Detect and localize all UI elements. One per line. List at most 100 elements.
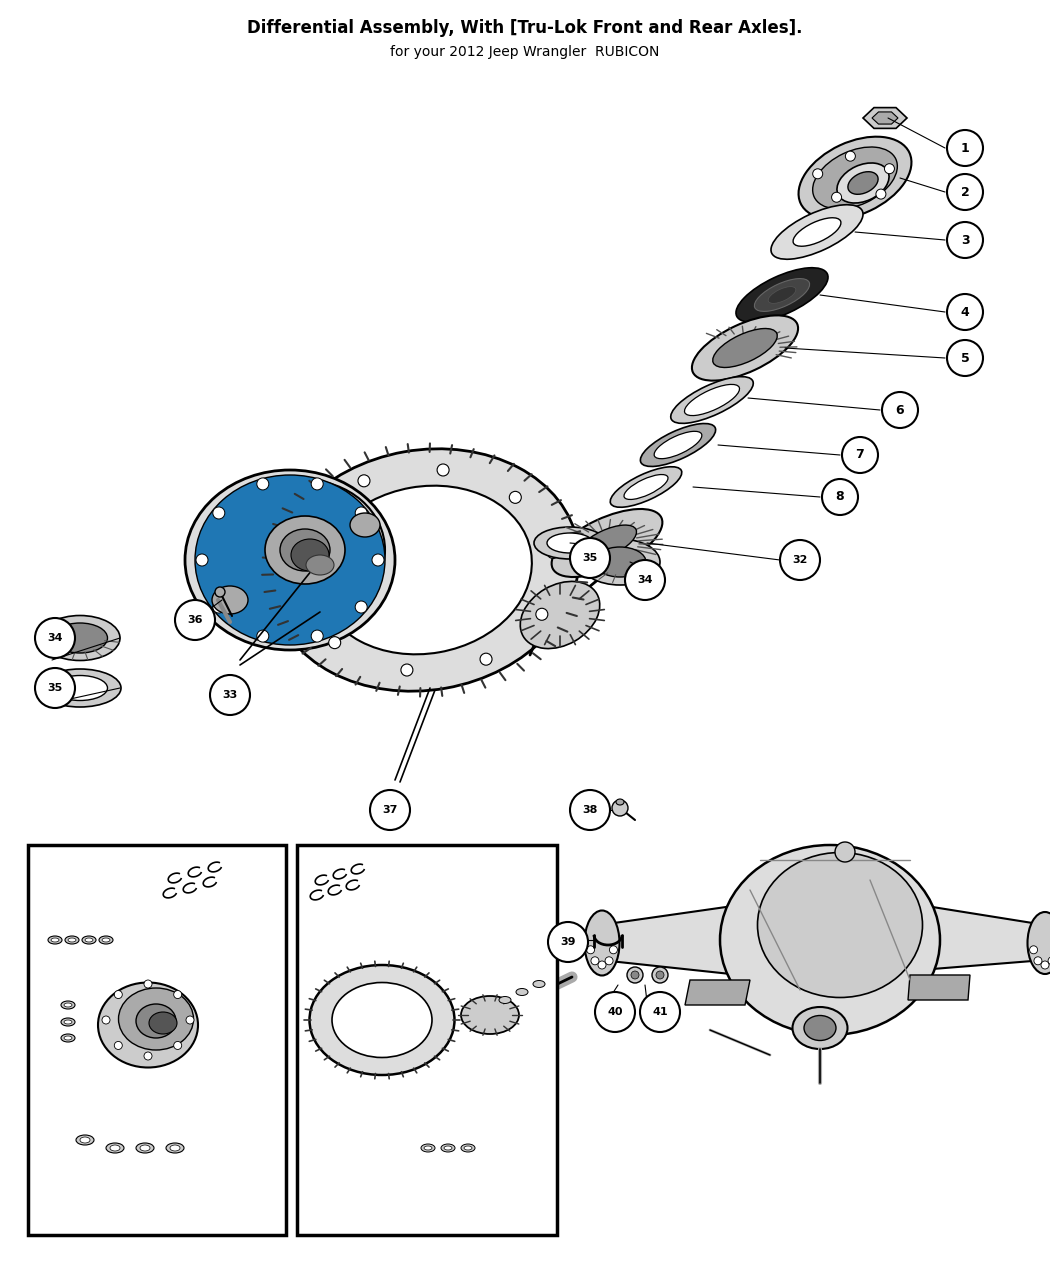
Polygon shape — [872, 112, 898, 124]
Ellipse shape — [40, 616, 120, 660]
Ellipse shape — [671, 376, 753, 423]
Text: 4: 4 — [961, 306, 969, 319]
Circle shape — [570, 790, 610, 830]
Ellipse shape — [813, 147, 898, 209]
Circle shape — [1030, 946, 1037, 954]
Circle shape — [213, 601, 225, 613]
Circle shape — [947, 295, 983, 330]
Ellipse shape — [102, 938, 110, 942]
Ellipse shape — [754, 278, 810, 311]
Ellipse shape — [170, 1145, 180, 1151]
Ellipse shape — [580, 539, 660, 585]
Text: 40: 40 — [607, 1007, 623, 1017]
Ellipse shape — [61, 1017, 75, 1026]
Circle shape — [144, 980, 152, 988]
Circle shape — [257, 478, 269, 490]
Circle shape — [1034, 956, 1042, 965]
Circle shape — [595, 992, 635, 1031]
Circle shape — [780, 541, 820, 580]
Ellipse shape — [640, 423, 716, 467]
Ellipse shape — [685, 385, 739, 416]
Ellipse shape — [136, 1003, 176, 1038]
Circle shape — [35, 618, 75, 658]
Ellipse shape — [799, 136, 911, 219]
Ellipse shape — [318, 486, 532, 654]
Circle shape — [813, 168, 823, 179]
Circle shape — [947, 340, 983, 376]
Ellipse shape — [594, 547, 646, 578]
Ellipse shape — [610, 467, 681, 507]
Polygon shape — [908, 975, 970, 1000]
Circle shape — [947, 130, 983, 166]
Ellipse shape — [793, 218, 841, 246]
Circle shape — [311, 478, 323, 490]
Circle shape — [612, 799, 628, 816]
Polygon shape — [920, 905, 1045, 970]
Ellipse shape — [52, 676, 107, 700]
Ellipse shape — [804, 1015, 836, 1040]
Ellipse shape — [136, 1142, 154, 1153]
Ellipse shape — [757, 853, 923, 997]
Circle shape — [144, 1052, 152, 1060]
Ellipse shape — [76, 1135, 94, 1145]
Text: 32: 32 — [793, 555, 807, 565]
Circle shape — [358, 474, 370, 487]
FancyBboxPatch shape — [28, 845, 286, 1235]
Ellipse shape — [424, 1146, 432, 1150]
Ellipse shape — [350, 513, 380, 537]
Ellipse shape — [848, 172, 878, 194]
Text: 33: 33 — [223, 690, 237, 700]
Text: 41: 41 — [652, 1007, 668, 1017]
Circle shape — [355, 507, 368, 519]
Circle shape — [625, 560, 665, 601]
Circle shape — [509, 491, 521, 504]
Ellipse shape — [1028, 912, 1050, 974]
Ellipse shape — [444, 1146, 452, 1150]
Circle shape — [186, 1016, 194, 1024]
Circle shape — [1048, 956, 1050, 965]
Ellipse shape — [149, 1012, 177, 1034]
Circle shape — [173, 1042, 182, 1049]
Ellipse shape — [99, 936, 113, 944]
Ellipse shape — [61, 1001, 75, 1009]
Ellipse shape — [64, 1003, 72, 1007]
Ellipse shape — [720, 845, 940, 1035]
Ellipse shape — [520, 581, 600, 649]
Circle shape — [370, 790, 410, 830]
Ellipse shape — [837, 163, 889, 203]
Ellipse shape — [461, 996, 519, 1034]
Circle shape — [640, 992, 680, 1031]
Circle shape — [536, 608, 548, 620]
Circle shape — [652, 966, 668, 983]
Text: 5: 5 — [961, 352, 969, 365]
Circle shape — [845, 152, 856, 161]
Ellipse shape — [534, 527, 606, 558]
Circle shape — [355, 601, 368, 613]
Circle shape — [598, 961, 606, 969]
Ellipse shape — [624, 474, 668, 500]
Text: 7: 7 — [856, 449, 864, 462]
Ellipse shape — [106, 1142, 124, 1153]
Text: 35: 35 — [47, 683, 63, 694]
Circle shape — [480, 653, 492, 666]
Text: 6: 6 — [896, 403, 904, 417]
Circle shape — [210, 674, 250, 715]
Circle shape — [257, 630, 269, 643]
Ellipse shape — [578, 525, 636, 561]
Ellipse shape — [225, 479, 385, 620]
Text: 3: 3 — [961, 233, 969, 246]
Ellipse shape — [110, 1145, 120, 1151]
Ellipse shape — [421, 1144, 435, 1153]
Circle shape — [548, 922, 588, 963]
Ellipse shape — [551, 509, 663, 578]
Circle shape — [947, 222, 983, 258]
Ellipse shape — [771, 205, 863, 259]
Ellipse shape — [82, 936, 96, 944]
Ellipse shape — [140, 1145, 150, 1151]
Ellipse shape — [68, 938, 76, 942]
Ellipse shape — [52, 623, 107, 653]
Circle shape — [832, 193, 842, 203]
Circle shape — [196, 555, 208, 566]
Ellipse shape — [310, 965, 455, 1075]
Circle shape — [631, 972, 639, 979]
